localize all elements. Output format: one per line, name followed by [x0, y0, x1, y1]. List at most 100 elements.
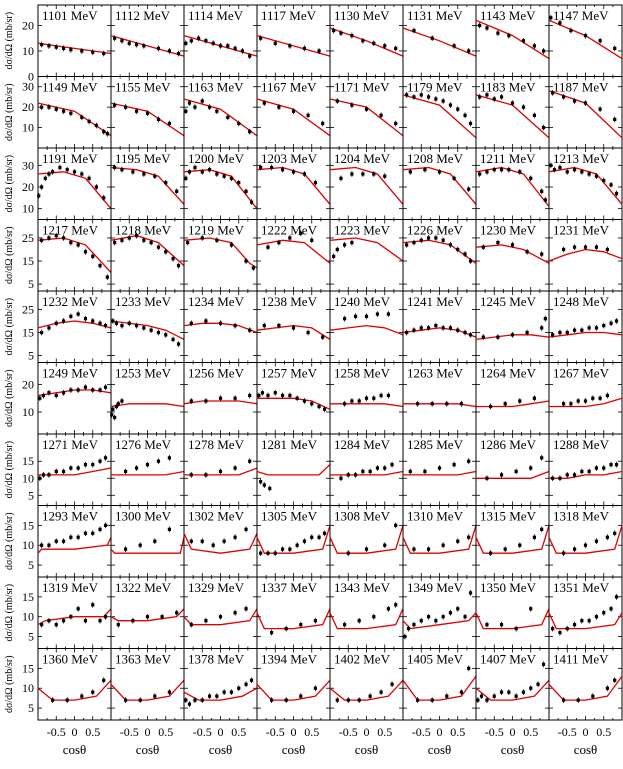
data-point: [153, 539, 157, 543]
data-point: [167, 690, 171, 694]
data-point: [594, 539, 599, 543]
data-point: [510, 101, 515, 105]
data-point: [452, 463, 456, 467]
theory-curve: [256, 679, 331, 701]
data-point: [98, 321, 102, 325]
data-point: [551, 91, 555, 95]
panel-energy-label: 1223 MeV: [334, 223, 391, 238]
data-point: [572, 328, 577, 332]
data-point: [259, 36, 263, 40]
data-point: [259, 165, 263, 170]
y-tick-label: 30: [22, 158, 34, 172]
data-point: [609, 607, 613, 611]
panel-energy-label: 1233 MeV: [115, 294, 172, 309]
data-point: [257, 393, 261, 398]
data-point: [40, 623, 44, 627]
data-point: [91, 603, 95, 607]
data-point: [280, 393, 285, 398]
data-point: [266, 393, 270, 398]
data-point: [346, 698, 350, 702]
data-point: [54, 234, 58, 238]
data-point: [361, 172, 365, 176]
data-point: [229, 243, 234, 247]
panel-energy-label: 1218 MeV: [115, 223, 172, 238]
data-point: [572, 473, 577, 477]
panel-energy-label: 1248 MeV: [553, 294, 610, 309]
data-point: [61, 619, 66, 623]
panel: 1248 MeV: [548, 290, 623, 363]
theory-curve: [183, 169, 258, 210]
x-axis-label: cosθ: [355, 742, 379, 757]
panel: 1360 MeV -0.5 0 0.5 cosθ: [37, 648, 112, 757]
theory-curve: [183, 400, 258, 405]
data-point: [120, 399, 124, 403]
data-point: [507, 690, 511, 694]
data-point: [277, 240, 281, 245]
data-point: [291, 170, 296, 174]
panel-energy-label: 1183 MeV: [480, 80, 536, 95]
theory-curve: [110, 320, 185, 340]
panel: 1211 MeV: [475, 147, 550, 220]
panel: 1155 MeV: [110, 76, 185, 149]
data-point: [510, 243, 515, 247]
data-point: [280, 547, 285, 551]
theory-curve: [37, 679, 112, 701]
panel: 1187 MeV: [548, 76, 623, 149]
data-point: [47, 172, 51, 176]
y-axis-label: dσ/dΩ (mb/sr): [4, 298, 15, 356]
y-tick-label: 5: [28, 701, 34, 715]
data-point: [419, 238, 423, 242]
data-point: [540, 527, 544, 531]
data-point: [200, 236, 204, 240]
data-point: [609, 463, 613, 467]
panel-energy-label: 1258 MeV: [334, 366, 391, 381]
data-point: [40, 543, 44, 547]
y-tick-label: 20: [22, 18, 34, 32]
data-point: [142, 326, 146, 330]
data-point: [591, 396, 595, 400]
data-point: [167, 49, 171, 53]
data-point: [218, 469, 223, 474]
theory-curve: [476, 400, 550, 408]
x-tick-label: 0: [145, 725, 151, 739]
data-point: [426, 95, 431, 99]
data-point: [364, 314, 369, 318]
data-point: [249, 678, 254, 682]
data-point: [184, 41, 188, 45]
data-point: [368, 469, 372, 474]
data-point: [105, 275, 109, 279]
y-tick-label: 10: [22, 121, 34, 135]
data-point: [525, 250, 529, 254]
data-point: [430, 36, 434, 40]
panel: 1329 MeV: [183, 576, 258, 649]
data-point: [587, 172, 591, 176]
panel: 1163 MeV: [183, 76, 258, 149]
data-point: [423, 469, 427, 474]
data-point: [478, 23, 482, 28]
data-point: [419, 619, 423, 623]
data-point: [54, 45, 58, 49]
data-point: [441, 238, 445, 242]
data-point: [54, 623, 58, 627]
data-point: [160, 615, 164, 619]
data-point: [403, 634, 407, 639]
data-point: [69, 314, 73, 318]
data-point: [91, 254, 95, 259]
theory-curve: [110, 234, 185, 267]
data-point: [211, 41, 215, 45]
data-point: [614, 319, 619, 323]
x-tick-label: -0.5: [412, 725, 431, 739]
data-point: [127, 321, 131, 325]
panel: 1222 MeV: [256, 219, 331, 292]
data-point: [40, 185, 44, 189]
y-axis-label: dσ/dΩ (mb/sr): [4, 369, 15, 427]
data-point: [514, 627, 518, 631]
panel: 1319 MeV: [37, 576, 112, 649]
panel: 1281 MeV: [256, 433, 331, 506]
data-point: [551, 333, 555, 337]
data-point: [321, 121, 325, 126]
data-point: [467, 459, 471, 463]
data-point: [576, 698, 580, 702]
data-point: [605, 686, 609, 690]
data-point: [602, 323, 606, 328]
